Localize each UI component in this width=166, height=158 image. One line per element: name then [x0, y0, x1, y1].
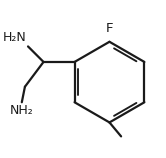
Text: H₂N: H₂N: [3, 31, 26, 44]
Text: NH₂: NH₂: [10, 104, 34, 117]
Text: F: F: [106, 22, 113, 35]
